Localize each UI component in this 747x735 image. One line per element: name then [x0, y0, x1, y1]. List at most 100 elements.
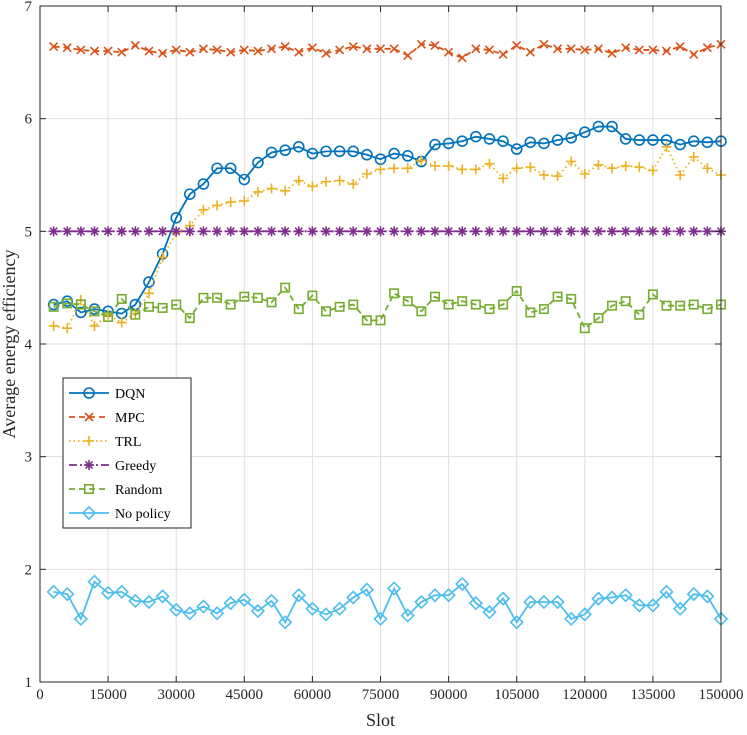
series-no-policy	[46, 574, 729, 630]
data-point-dqn	[374, 153, 387, 166]
data-point-greedy	[212, 226, 223, 237]
data-point-no-policy	[455, 576, 470, 592]
data-point-random	[348, 299, 359, 310]
data-point-random	[538, 304, 549, 315]
data-point-mpc	[539, 39, 549, 49]
data-point-no-policy	[291, 588, 306, 603]
data-point-trl	[266, 183, 277, 194]
data-point-mpc	[185, 47, 195, 57]
data-point-no-policy	[60, 586, 75, 602]
data-point-dqn	[388, 147, 400, 160]
data-point-mpc	[471, 44, 481, 54]
data-point-dqn	[551, 134, 564, 146]
data-point-mpc	[607, 48, 617, 58]
data-point-mpc	[512, 40, 522, 50]
data-point-trl	[429, 160, 440, 171]
data-point-random	[198, 292, 209, 303]
data-point-no-policy	[414, 594, 429, 610]
legend-label-dqn: DQN	[115, 387, 145, 402]
data-point-greedy	[498, 226, 509, 237]
data-point-mpc	[49, 41, 59, 52]
data-point-dqn	[510, 143, 523, 155]
data-point-mpc	[566, 44, 576, 54]
data-point-mpc	[430, 40, 440, 50]
data-point-dqn	[211, 162, 223, 175]
data-point-mpc	[689, 49, 699, 60]
data-point-trl	[566, 156, 577, 167]
data-point-random	[225, 299, 236, 310]
data-point-greedy	[661, 226, 672, 237]
data-point-no-policy	[346, 590, 361, 605]
data-point-no-policy	[591, 591, 606, 606]
data-point-random	[143, 301, 154, 312]
data-point-mpc	[335, 45, 345, 55]
x-tick-label: 75000	[362, 687, 400, 703]
data-point-no-policy	[250, 603, 266, 619]
data-point-random	[375, 315, 386, 326]
data-point-dqn	[279, 144, 291, 157]
data-point-random	[361, 315, 372, 326]
data-point-random	[184, 313, 195, 324]
data-point-no-policy	[100, 585, 116, 601]
data-point-no-policy	[305, 601, 320, 616]
legend-marker-greedy	[84, 460, 94, 470]
legend-marker-dqn	[83, 387, 95, 399]
data-point-greedy	[511, 226, 522, 237]
data-point-greedy	[321, 226, 332, 237]
data-point-mpc	[634, 45, 644, 55]
data-point-mpc	[89, 46, 100, 56]
data-point-random	[675, 300, 686, 311]
y-tick-label: 3	[25, 450, 33, 466]
data-point-random	[334, 301, 345, 312]
data-point-mpc	[661, 46, 672, 56]
data-point-random	[212, 292, 223, 303]
data-point-random	[130, 309, 141, 320]
data-point-greedy	[143, 226, 154, 237]
data-point-dqn	[456, 135, 469, 147]
data-point-no-policy	[182, 606, 197, 621]
x-tick-label: 60000	[294, 687, 332, 703]
data-point-dqn	[619, 133, 632, 145]
data-point-random	[607, 300, 618, 311]
data-point-mpc	[621, 43, 631, 53]
data-point-trl	[116, 317, 127, 328]
data-point-dqn	[347, 145, 360, 158]
data-point-no-policy	[632, 598, 647, 613]
data-point-dqn	[170, 212, 182, 224]
data-point-trl	[252, 186, 263, 197]
data-point-greedy	[702, 226, 713, 237]
y-tick-label: 7	[25, 0, 33, 15]
data-point-random	[402, 296, 413, 307]
data-point-trl	[225, 197, 236, 208]
data-point-greedy	[552, 226, 563, 237]
data-point-no-policy	[223, 596, 238, 611]
grid	[40, 6, 721, 682]
data-point-random	[661, 300, 672, 311]
series-mpc	[49, 39, 726, 63]
data-point-greedy	[361, 226, 372, 237]
data-point-greedy	[375, 226, 386, 237]
data-point-mpc	[266, 44, 277, 54]
data-point-mpc	[416, 39, 426, 49]
data-point-random	[498, 299, 509, 310]
data-point-no-policy	[114, 584, 129, 599]
data-point-greedy	[198, 226, 209, 237]
legend-label-random: Random	[115, 483, 163, 498]
data-point-trl	[48, 320, 59, 331]
data-point-mpc	[171, 45, 181, 55]
legend-marker-trl	[84, 436, 94, 446]
data-point-trl	[593, 159, 604, 170]
data-point-greedy	[239, 226, 250, 237]
data-point-greedy	[116, 226, 127, 237]
data-point-dqn	[565, 132, 577, 144]
data-point-mpc	[525, 47, 535, 57]
data-point-no-policy	[264, 593, 279, 609]
data-point-greedy	[48, 226, 59, 237]
data-point-random	[293, 304, 304, 315]
legend-label-no-policy: No policy	[115, 507, 171, 522]
series-line-dqn	[53, 125, 722, 315]
legend-box	[62, 377, 192, 529]
data-point-no-policy	[441, 588, 456, 603]
data-point-random	[579, 323, 590, 334]
data-point-no-policy	[427, 588, 443, 603]
